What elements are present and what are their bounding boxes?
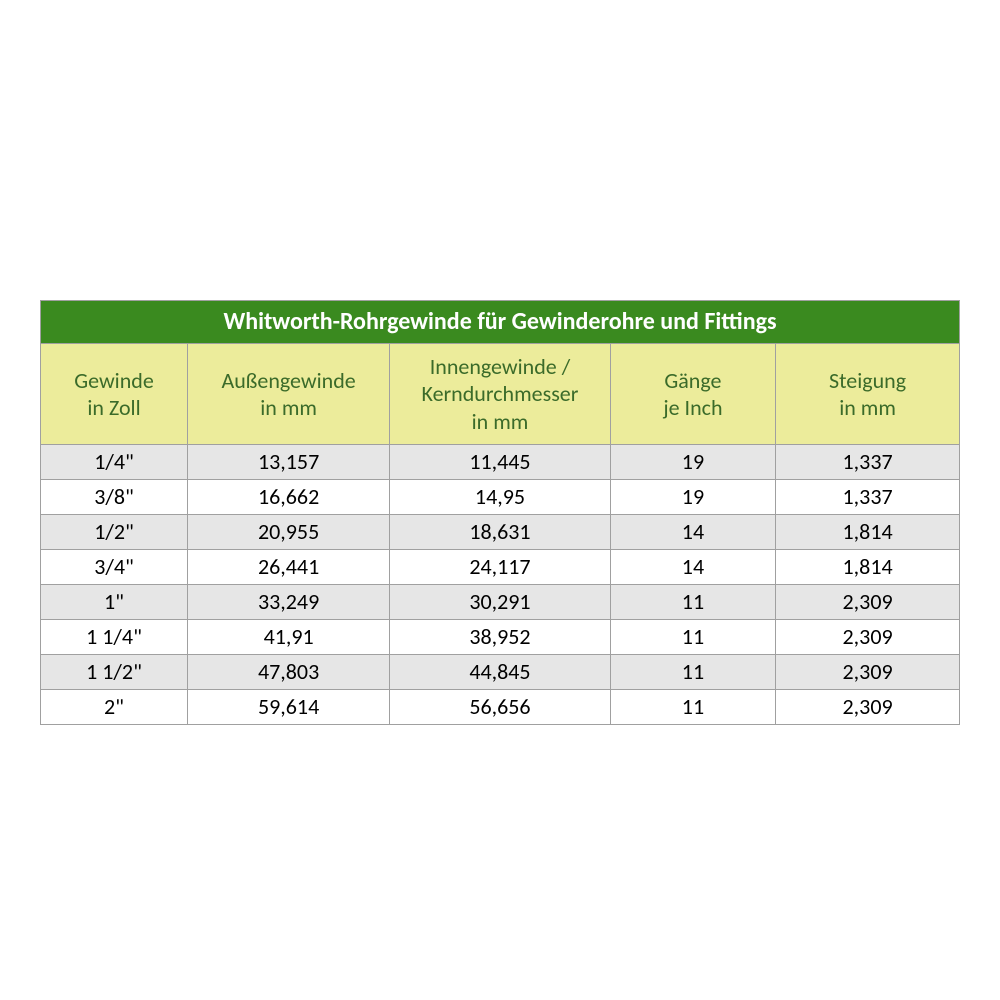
cell-r5-c3: 11: [610, 620, 775, 655]
col-header-3-l1: Gänge: [664, 367, 721, 394]
cell-r1-c0: 3/8": [41, 480, 188, 515]
cell-r3-c2: 24,117: [390, 550, 611, 585]
cell-r7-c0: 2": [41, 690, 188, 725]
cell-r4-c4: 2,309: [776, 585, 960, 620]
cell-r0-c3: 19: [610, 445, 775, 480]
cell-r0-c4: 1,337: [776, 445, 960, 480]
table-row: 3/8"16,66214,95191,337: [41, 480, 960, 515]
col-header-3: Gänge je Inch: [610, 344, 775, 445]
cell-r3-c4: 1,814: [776, 550, 960, 585]
cell-r6-c2: 44,845: [390, 655, 611, 690]
whitworth-table: Whitworth-Rohrgewinde für Gewinderohre u…: [40, 300, 960, 725]
col-header-4-l2: in mm: [839, 394, 896, 421]
cell-r7-c4: 2,309: [776, 690, 960, 725]
table-body: 1/4"13,15711,445191,3373/8"16,66214,9519…: [41, 445, 960, 725]
cell-r4-c2: 30,291: [390, 585, 611, 620]
cell-r2-c2: 18,631: [390, 515, 611, 550]
cell-r1-c3: 19: [610, 480, 775, 515]
col-header-4-l1: Steigung: [829, 367, 906, 394]
col-header-4: Steigung in mm: [776, 344, 960, 445]
cell-r6-c4: 2,309: [776, 655, 960, 690]
table-row: 1/2"20,95518,631141,814: [41, 515, 960, 550]
cell-r3-c1: 26,441: [188, 550, 390, 585]
col-header-1-l1: Außengewinde: [221, 367, 355, 394]
cell-r1-c1: 16,662: [188, 480, 390, 515]
cell-r2-c1: 20,955: [188, 515, 390, 550]
cell-r0-c2: 11,445: [390, 445, 611, 480]
cell-r2-c0: 1/2": [41, 515, 188, 550]
cell-r0-c0: 1/4": [41, 445, 188, 480]
table-row: 1 1/2"47,80344,845112,309: [41, 655, 960, 690]
cell-r4-c0: 1": [41, 585, 188, 620]
cell-r6-c1: 47,803: [188, 655, 390, 690]
cell-r3-c0: 3/4": [41, 550, 188, 585]
col-header-3-l2: je Inch: [663, 394, 722, 421]
cell-r5-c2: 38,952: [390, 620, 611, 655]
col-header-2-l3: in mm: [472, 408, 529, 435]
table-container: Whitworth-Rohrgewinde für Gewinderohre u…: [40, 300, 960, 725]
col-header-2-l1: Innengewinde /: [430, 353, 571, 380]
cell-r6-c3: 11: [610, 655, 775, 690]
cell-r1-c2: 14,95: [390, 480, 611, 515]
col-header-1: Außengewinde in mm: [188, 344, 390, 445]
table-row: 1/4"13,15711,445191,337: [41, 445, 960, 480]
table-row: 3/4"26,44124,117141,814: [41, 550, 960, 585]
cell-r6-c0: 1 1/2": [41, 655, 188, 690]
cell-r5-c1: 41,91: [188, 620, 390, 655]
cell-r1-c4: 1,337: [776, 480, 960, 515]
table-row: 2"59,61456,656112,309: [41, 690, 960, 725]
cell-r2-c4: 1,814: [776, 515, 960, 550]
col-header-1-l2: in mm: [260, 394, 317, 421]
cell-r7-c2: 56,656: [390, 690, 611, 725]
col-header-0: Gewinde in Zoll: [41, 344, 188, 445]
col-header-0-l1: Gewinde: [74, 367, 154, 394]
table-row: 1 1/4"41,9138,952112,309: [41, 620, 960, 655]
table-row: 1"33,24930,291112,309: [41, 585, 960, 620]
col-header-2: Innengewinde / Kerndurchmesser in mm: [390, 344, 611, 445]
cell-r4-c3: 11: [610, 585, 775, 620]
cell-r5-c0: 1 1/4": [41, 620, 188, 655]
col-header-0-l2: in Zoll: [87, 394, 140, 421]
cell-r3-c3: 14: [610, 550, 775, 585]
cell-r4-c1: 33,249: [188, 585, 390, 620]
col-header-2-l2: Kerndurchmesser: [422, 380, 579, 407]
cell-r7-c3: 11: [610, 690, 775, 725]
cell-r2-c3: 14: [610, 515, 775, 550]
title-row: Whitworth-Rohrgewinde für Gewinderohre u…: [41, 301, 960, 344]
cell-r0-c1: 13,157: [188, 445, 390, 480]
header-row: Gewinde in Zoll Außengewinde in mm Innen…: [41, 344, 960, 445]
table-title: Whitworth-Rohrgewinde für Gewinderohre u…: [41, 301, 960, 344]
cell-r5-c4: 2,309: [776, 620, 960, 655]
cell-r7-c1: 59,614: [188, 690, 390, 725]
